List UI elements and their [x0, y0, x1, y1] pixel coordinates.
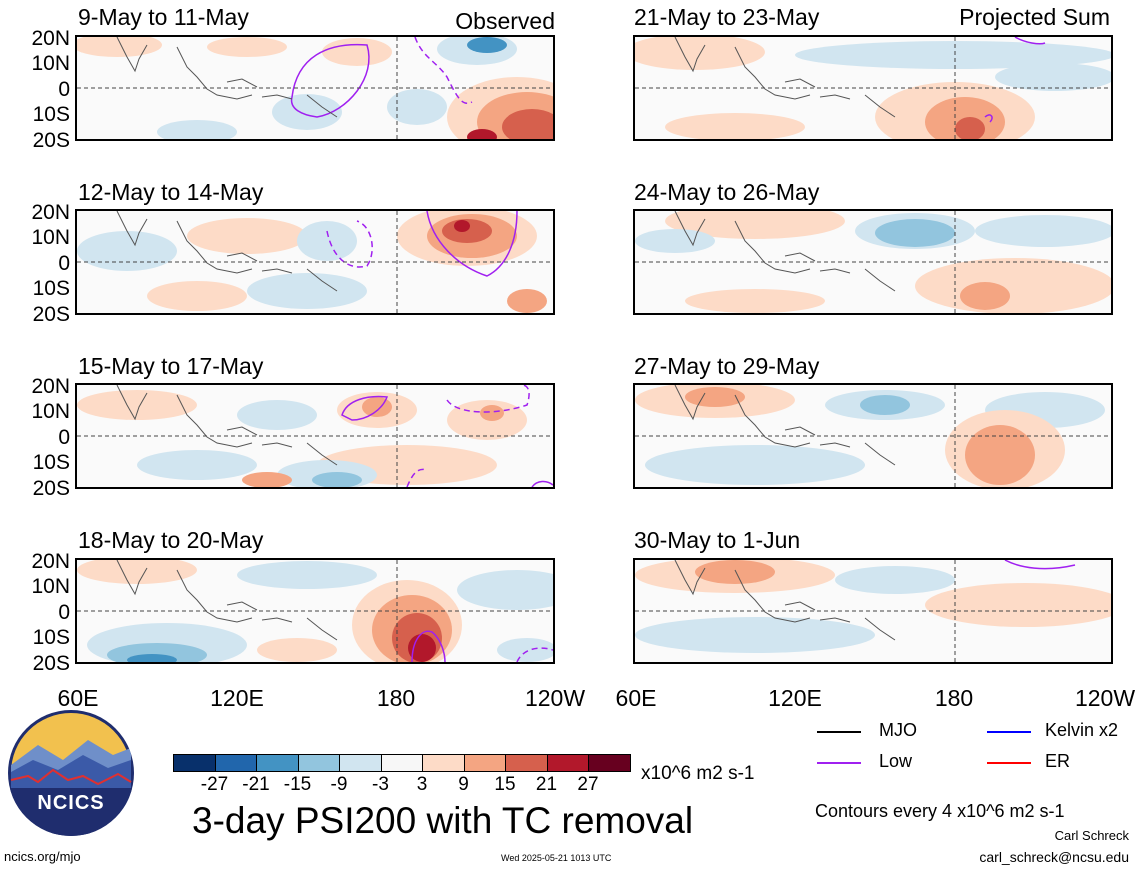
colorbar-tick-label: -3	[372, 774, 389, 795]
panel-title: 9-May to 11-May	[78, 4, 249, 30]
panel-title: 24-May to 26-May	[634, 179, 820, 205]
lat-label: 20N	[31, 27, 70, 50]
lat-label: 20S	[32, 303, 70, 326]
colorbar-cell	[463, 754, 506, 772]
colorbar-cell	[297, 754, 340, 772]
colorbar-cell	[339, 754, 382, 772]
colorbar-cell	[173, 754, 216, 772]
legend-mjo-line	[817, 731, 861, 733]
lon-label: 180	[376, 685, 416, 711]
colorbar-cell	[256, 754, 299, 772]
colorbar-tick-label: 27	[577, 774, 599, 795]
lat-label: 0	[58, 601, 70, 624]
lat-label: 10N	[31, 226, 70, 249]
colorbar-tick-label: -9	[330, 774, 348, 795]
lon-label: 120W	[1074, 685, 1135, 711]
colorbar-cell	[505, 754, 548, 772]
lon-label: 120W	[524, 685, 586, 711]
lat-label: 10N	[31, 575, 70, 598]
colorbar-cell	[214, 754, 257, 772]
lat-label: 20N	[31, 375, 70, 398]
lat-label: 10S	[32, 103, 70, 126]
credit-url[interactable]: ncics.org/mjo	[4, 849, 81, 864]
lon-label: 60E	[57, 685, 99, 711]
panel-title: 12-May to 14-May	[78, 179, 264, 205]
panel-tag: Observed	[455, 8, 555, 34]
panel-title: 30-May to 1-Jun	[634, 527, 801, 553]
colorbar-tick-label: -15	[283, 774, 312, 795]
lat-label: 20S	[32, 129, 70, 152]
lat-label: 10S	[32, 277, 70, 300]
map-panel	[633, 558, 1113, 664]
colorbar-cell	[588, 754, 631, 772]
lon-label: 60E	[615, 685, 657, 711]
panel-title: 21-May to 23-May	[634, 4, 820, 30]
lat-label: 10S	[32, 451, 70, 474]
lat-label: 20N	[31, 550, 70, 573]
legend-low-label: Low	[879, 751, 913, 771]
colorbar-cell	[422, 754, 465, 772]
map-panel	[633, 209, 1113, 315]
lon-label: 120E	[768, 685, 822, 711]
legend-mjo-label: MJO	[879, 720, 917, 740]
colorbar-tick-label: -21	[242, 774, 270, 795]
figure-title: 3-day PSI200 with TC removal	[192, 800, 694, 841]
lat-label: 0	[58, 426, 70, 449]
ncics-logo: NCICS	[8, 710, 134, 836]
lat-label: 20N	[31, 201, 70, 224]
colorbar-tick-label: 15	[494, 774, 516, 795]
map-panel	[633, 35, 1113, 141]
map-panel	[75, 35, 555, 141]
panel-title: 15-May to 17-May	[78, 353, 264, 379]
map-panel	[633, 383, 1113, 489]
lat-label: 20S	[32, 652, 70, 675]
lat-label: 10N	[31, 400, 70, 423]
legend-kelvin-line	[987, 731, 1031, 733]
map-panel	[75, 558, 555, 664]
contours-note: Contours every 4 x10^6 m2 s-1	[815, 801, 1065, 821]
legend-er-line	[987, 762, 1031, 764]
lon-label: 120E	[210, 685, 264, 711]
colorbar-tick-label: 3	[416, 774, 428, 795]
logo-text: NCICS	[37, 792, 105, 814]
colorbar-units: x10^6 m2 s-1	[641, 763, 755, 784]
lat-label: 20S	[32, 477, 70, 500]
lat-label: 0	[58, 252, 70, 275]
lat-label: 10N	[31, 52, 70, 75]
credit-author: Carl Schreck	[1054, 828, 1129, 843]
panel-title: 27-May to 29-May	[634, 353, 820, 379]
panel-tag: Projected Sum	[959, 4, 1110, 30]
lon-label: 180	[934, 685, 974, 711]
colorbar-tick-label: 9	[458, 774, 469, 795]
legend-er-label: ER	[1045, 751, 1071, 771]
colorbar-cell	[380, 754, 423, 772]
legend-kelvin-label: Kelvin x2	[1045, 720, 1119, 740]
credit-email[interactable]: carl_schreck@ncsu.edu	[979, 849, 1129, 865]
legend-low-line	[817, 762, 861, 764]
map-panel	[75, 209, 555, 315]
panel-title: 18-May to 20-May	[78, 527, 264, 553]
lat-label: 10S	[32, 626, 70, 649]
map-panel	[75, 383, 555, 489]
colorbar-cell	[546, 754, 589, 772]
credit-timestamp: Wed 2025-05-21 1013 UTC	[501, 853, 612, 863]
colorbar-tick-label: -27	[200, 774, 229, 795]
lat-label: 0	[58, 78, 70, 101]
colorbar-tick-label: 21	[535, 774, 558, 795]
